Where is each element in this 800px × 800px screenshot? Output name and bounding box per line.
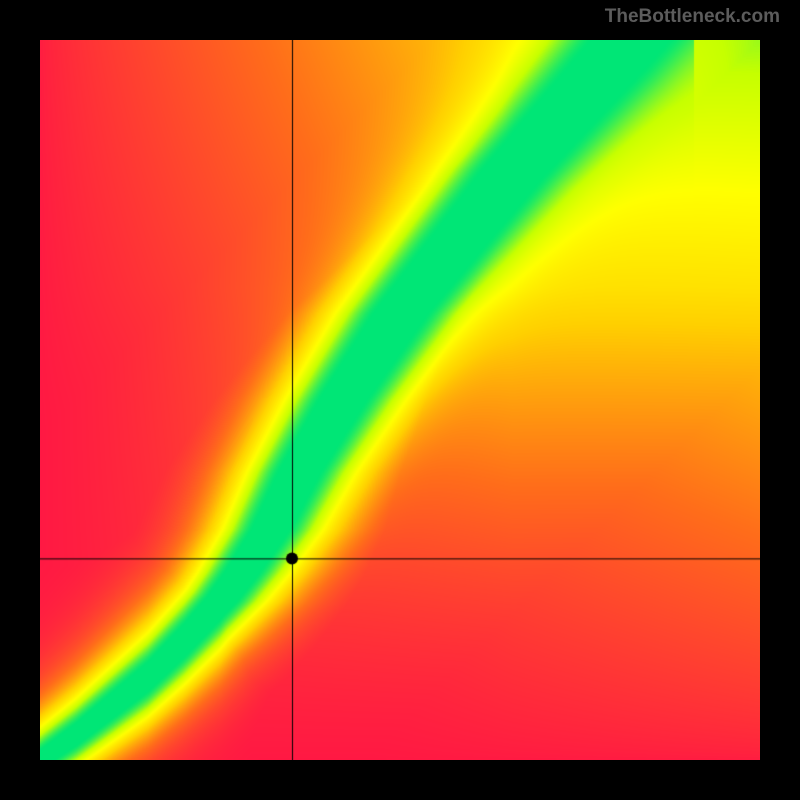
watermark-text: TheBottleneck.com: [605, 6, 780, 28]
heatmap-canvas: [40, 40, 760, 760]
heatmap-plot: [40, 40, 760, 760]
